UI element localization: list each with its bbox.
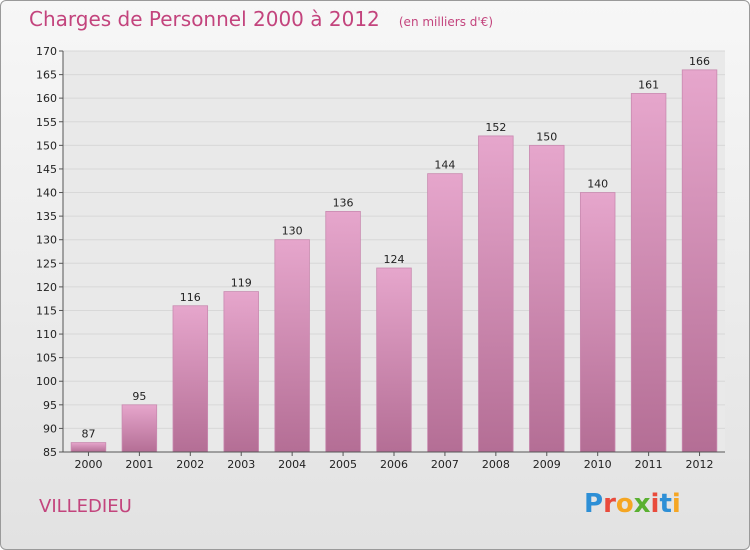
- y-tick-label: 95: [43, 399, 57, 412]
- y-tick-label: 160: [36, 92, 57, 105]
- value-label-2000: 87: [81, 428, 95, 441]
- x-tick-label-2009: 2009: [533, 458, 561, 471]
- bar-2004: [274, 239, 310, 453]
- y-tick-label: 170: [36, 45, 57, 58]
- y-tick-label: 105: [36, 352, 57, 365]
- x-tick-label-2001: 2001: [125, 458, 153, 471]
- y-tick-label: 155: [36, 116, 57, 129]
- value-label-2003: 119: [231, 277, 252, 290]
- y-tick-label: 135: [36, 210, 57, 223]
- bar-2002: [172, 305, 209, 453]
- bar-2010: [579, 192, 616, 453]
- bar-2009: [529, 144, 565, 453]
- bar-2005: [325, 210, 361, 453]
- y-tick-label: 130: [36, 234, 57, 247]
- chart-title: Charges de Personnel 2000 à 2012: [29, 7, 380, 31]
- bar-2011: [630, 93, 667, 453]
- y-tick-label: 125: [36, 257, 57, 270]
- value-label-2011: 161: [638, 78, 659, 91]
- bar-2012: [681, 69, 718, 453]
- y-tick-label: 150: [36, 139, 57, 152]
- y-tick-label: 100: [36, 375, 57, 388]
- value-label-2012: 166: [689, 55, 710, 68]
- bar-2000: [70, 442, 107, 453]
- bar-2006: [376, 267, 412, 453]
- bars: 87 95 116 119 130 136 124 144 152 150 140 161 166: [70, 55, 718, 453]
- title-row: Charges de Personnel 2000 à 2012 (en mil…: [29, 7, 493, 31]
- y-tick-label: 110: [36, 328, 57, 341]
- x-tick-label-2008: 2008: [482, 458, 510, 471]
- value-label-2001: 95: [132, 390, 146, 403]
- y-tick-label: 115: [36, 304, 57, 317]
- x-tick-label-2005: 2005: [329, 458, 357, 471]
- value-label-2008: 152: [485, 121, 506, 134]
- bar-2003: [223, 291, 259, 453]
- axes: 85 90 95 100 105 110 115 120 125 130 135 140 145 150 1…: [36, 45, 725, 471]
- y-tick-label: 140: [36, 187, 57, 200]
- y-tick-label: 90: [43, 422, 57, 435]
- proxiti-logo[interactable]: Proxiti: [584, 489, 681, 519]
- x-tick-label-2007: 2007: [431, 458, 459, 471]
- value-label-2007: 144: [434, 159, 455, 172]
- value-label-2006: 124: [384, 253, 405, 266]
- value-label-2004: 130: [282, 225, 303, 238]
- y-tick-label: 145: [36, 163, 57, 176]
- x-tick-label-2003: 2003: [227, 458, 255, 471]
- x-tick-label-2012: 2012: [686, 458, 714, 471]
- value-label-2009: 150: [536, 130, 557, 143]
- value-label-2005: 136: [333, 196, 354, 209]
- x-tick-label-2006: 2006: [380, 458, 408, 471]
- value-label-2010: 140: [587, 178, 608, 191]
- y-tick-label: 165: [36, 69, 57, 82]
- y-tick-label: 85: [43, 446, 57, 459]
- x-tick-label-2010: 2010: [584, 458, 612, 471]
- y-tick-label: 120: [36, 281, 57, 294]
- value-label-2002: 116: [180, 291, 201, 304]
- x-tick-label-2011: 2011: [635, 458, 663, 471]
- x-tick-label-2000: 2000: [74, 458, 102, 471]
- city-name: VILLEDIEU: [39, 496, 132, 517]
- chart-subtitle: (en milliers d'€): [398, 15, 493, 29]
- x-tick-label-2002: 2002: [176, 458, 204, 471]
- bar-2001: [121, 404, 158, 453]
- bar-2008: [478, 135, 514, 453]
- bar-2007: [427, 173, 463, 453]
- x-tick-label-2004: 2004: [278, 458, 306, 471]
